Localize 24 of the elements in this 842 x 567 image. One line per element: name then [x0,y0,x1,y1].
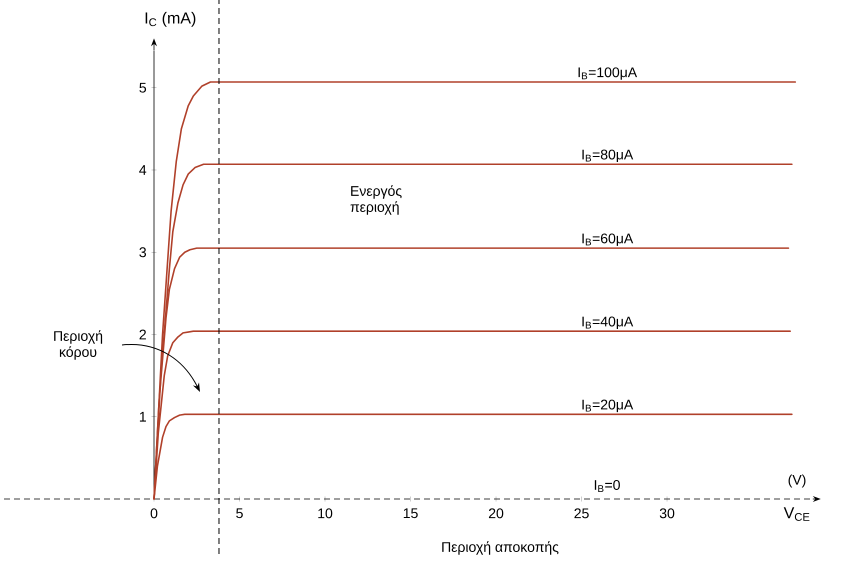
annotation: I$_{B}$=0 [594,480,620,492]
x-tick-label: 15 [404,508,418,518]
y-tick-label: 3 [139,247,146,258]
text: Περιοχή κόρου [54,330,102,360]
series-label: I$_{B}$=60μA [582,233,634,246]
x-tick-label: 20 [488,508,504,518]
x-axis-title: V$_{CE}$ [784,507,810,521]
x-tick-label: 30 [660,508,674,518]
y-axis-title: I$_{C}$ (mA) [146,12,196,27]
series-label: I$_{B}$=20μA [582,400,634,412]
y-tick-label: 2 [140,330,146,340]
y-tick-label: 5 [139,82,146,93]
annotation: Ενεργός περιοχή [350,185,402,215]
series-label: I$_{B}$=80μA [582,150,634,162]
x-tick-label: 5 [236,508,243,518]
annotation: (V) [788,474,806,488]
text: Περιοχή αποκοπής [442,541,558,555]
series-label: I$_{B}$=100μA [578,67,638,80]
x-tick-label: 10 [318,508,332,518]
series-label: I$_{B}$=40μA [582,316,634,330]
y-tick-label: 1 [140,412,146,422]
y-tick-label: 4 [139,165,146,175]
x-tick-label: 0 [150,508,158,518]
x-tick-label: 25 [574,508,589,518]
